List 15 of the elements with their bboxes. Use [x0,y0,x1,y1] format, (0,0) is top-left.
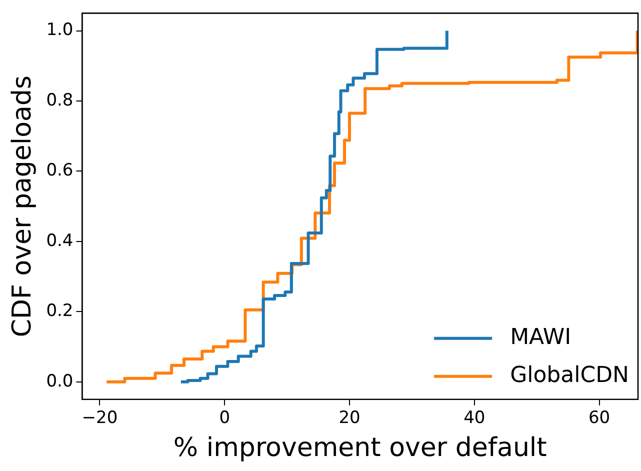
y-tick-label: 0.8 [46,90,74,110]
y-tick-label: 0.6 [46,160,74,181]
y-axis-title: CDF over pageloads [7,75,38,338]
legend-label: GlobalCDN [510,363,629,388]
x-tick-label: 40 [464,408,486,428]
x-tick-label: 60 [588,408,610,428]
x-tick-label: 0 [219,408,230,428]
y-tick-label: 1.0 [46,20,74,40]
x-tick-label: −20 [82,408,118,428]
y-tick-label: 0.0 [46,371,74,392]
x-axis-title: % improvement over default [173,433,547,464]
y-tick-label: 0.2 [46,301,74,322]
x-tick-label: 20 [338,408,360,428]
y-tick-label: 0.4 [46,230,74,251]
legend-label: MAWI [510,325,572,350]
